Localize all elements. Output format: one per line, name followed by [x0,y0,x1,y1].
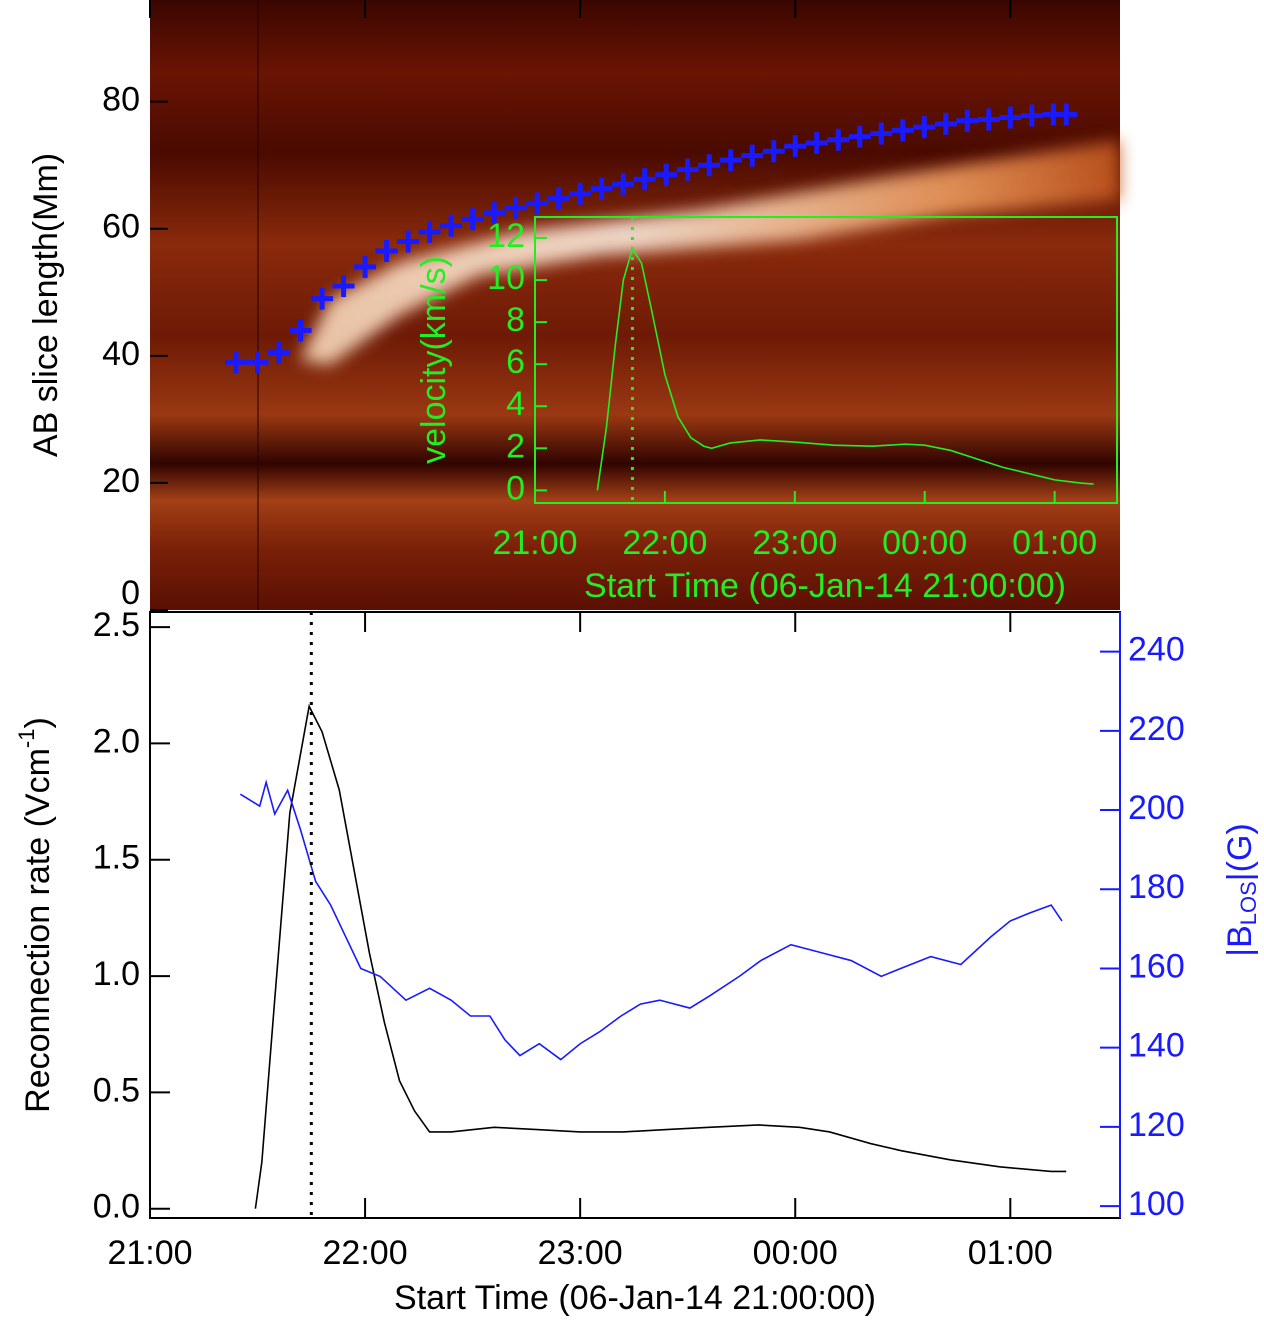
data-line [239,779,1063,1061]
y2-tick-label: 100 [1128,1185,1185,1223]
label-part: |(G) [1221,823,1259,881]
track-point [354,255,377,278]
label-part: |B [1221,925,1259,957]
track-point [397,230,420,253]
track-point [268,341,291,364]
track-point [289,319,312,342]
y-tick-label: 0.0 [93,1188,140,1226]
inset-y-tick-label: 8 [506,301,525,339]
y2-tick-label: 220 [1128,710,1185,748]
label-part: -1 [14,729,39,749]
track-point [698,154,721,177]
y-tick-label: 1.5 [93,839,140,877]
bright-band [300,140,1120,365]
y2-tick-label: 200 [1128,789,1185,827]
inset-y-tick-label: 0 [506,469,525,507]
track-point [891,119,914,142]
inset-y-tick-label: 12 [487,217,525,255]
track-point [913,116,936,139]
track-point [504,196,527,219]
track-point [1055,103,1078,126]
track-point [719,149,742,172]
track-point [547,187,570,210]
track-point [461,208,484,231]
x-tick-label: 21:00 [107,1234,192,1272]
track-point [741,144,764,167]
track-point [848,125,871,148]
x-tick-label: 01:00 [968,1234,1053,1272]
y-tick-label: 2.5 [93,606,140,644]
y2-tick-label: 180 [1128,868,1185,906]
track-point [225,351,248,374]
y-tick-label: 40 [102,335,140,373]
track-point [418,220,441,243]
track-point [827,128,850,151]
y2-tick-label: 240 [1128,631,1185,669]
x-tick-label: 23:00 [538,1234,623,1272]
track-point [483,201,506,224]
inset-x-tick-label: 01:00 [1012,524,1097,562]
track-point [655,163,678,186]
inset-x-axis-label: Start Time (06-Jan-14 21:00:00) [584,567,1066,605]
label-part: Reconnection rate (Vcm [19,748,57,1113]
inset-x-tick-label: 22:00 [622,524,707,562]
track-point [633,168,656,191]
data-line [596,246,1094,491]
track-point [526,192,549,215]
track-point [440,214,463,237]
track-point [805,131,828,154]
track-point [934,112,957,135]
bottom-frame [149,611,1121,1219]
track-point [332,274,355,297]
track-point [612,173,635,196]
y2-tick-label: 140 [1128,1027,1185,1065]
track-point [375,239,398,262]
track-point [762,140,785,163]
y-tick-label: 80 [102,81,140,119]
inset-y-tick-label: 2 [506,427,525,465]
track-point [977,108,1000,131]
track-point [870,122,893,145]
axis-label: |BLOS|(G) [1221,823,1261,956]
track-point [999,106,1022,129]
x-tick-label: 22:00 [323,1234,408,1272]
x-axis-label: Start Time (06-Jan-14 21:00:00) [394,1279,876,1317]
inset-x-tick-label: 00:00 [882,524,967,562]
y2-tick-label: 120 [1128,1106,1185,1144]
y-tick-label: 20 [102,462,140,500]
track-point [590,177,613,200]
track-point [311,287,334,310]
heatmap-image [150,0,1120,610]
track-point [1020,104,1043,127]
track-point [569,182,592,205]
y-tick-label: 60 [102,208,140,246]
track-point [784,135,807,158]
y-axis-label: AB slice length(Mm) [27,153,65,457]
y-tick-label: 0 [121,574,140,612]
inset-x-tick-label: 23:00 [752,524,837,562]
track-point [676,158,699,181]
y2-tick-label: 160 [1128,947,1185,985]
inset-y-tick-label: 10 [487,259,525,297]
inset-y-tick-label: 4 [506,385,525,423]
inset-x-tick-label: 21:00 [492,524,577,562]
label-part: ) [19,717,57,728]
y-tick-label: 1.0 [93,955,140,993]
axis-label: Reconnection rate (Vcm-1) [14,717,57,1113]
data-line [254,703,1067,1209]
y-tick-label: 2.0 [93,722,140,760]
x-tick-label: 00:00 [753,1234,838,1272]
label-part: LOS [1236,881,1261,925]
inset-frame [534,216,1118,504]
track-point [246,351,269,374]
inset-y-tick-label: 6 [506,343,525,381]
track-point [956,109,979,132]
inset-y-axis-label: velocity(km/s) [415,256,453,464]
y-tick-label: 0.5 [93,1071,140,1109]
